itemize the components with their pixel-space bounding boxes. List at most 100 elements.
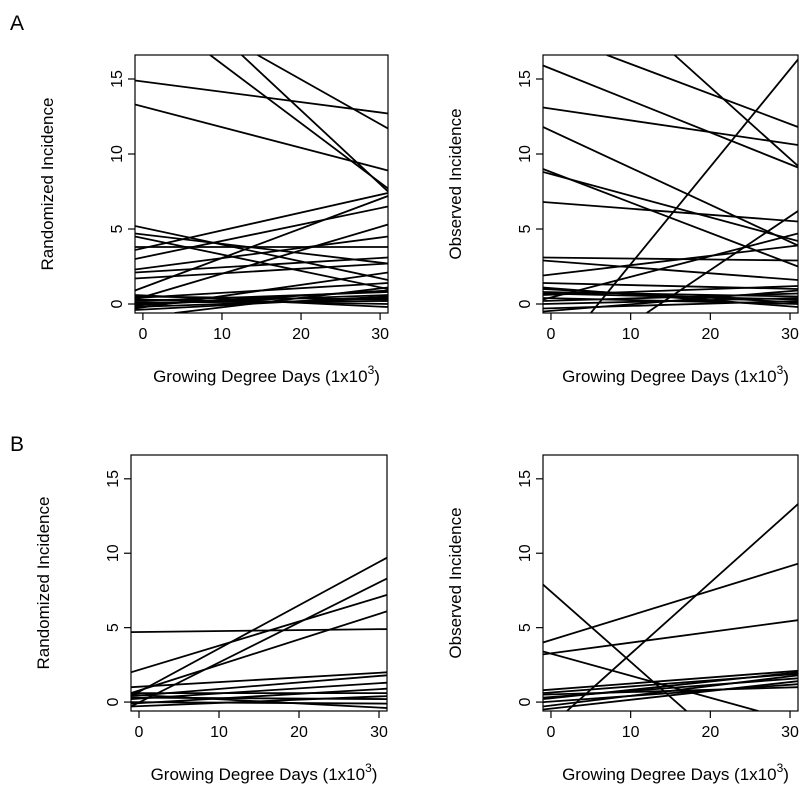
panel-letter-b: B: [10, 433, 24, 456]
chart-3-series-line-6: [543, 669, 798, 692]
chart-3-x-tick-label: 20: [701, 724, 719, 741]
chart-2-series-line-12: [131, 701, 387, 705]
chart-1-x-tick-label: 20: [701, 326, 719, 343]
chart-3-series-line-4: [566, 503, 798, 711]
chart-0-series-line-15: [135, 195, 388, 292]
chart-0-series-line-7: [135, 232, 388, 265]
chart-0-y-tick-label: 15: [109, 70, 126, 88]
chart-0-y-tick-label: 10: [109, 145, 126, 163]
chart-3-x-tick-label: 0: [547, 724, 556, 741]
chart-0-series-line-3: [241, 55, 388, 193]
chart-0-y-axis-label: Randomized Incidence: [38, 98, 57, 271]
chart-1-x-tick-label: 0: [547, 326, 556, 343]
chart-0-x-tick-label: 20: [292, 326, 310, 343]
chart-1-series-line-2: [543, 106, 798, 146]
chart-2-series-line-6: [131, 671, 387, 689]
chart-0-series-line-18: [135, 282, 388, 299]
chart-2-x-tick-label: 10: [210, 724, 228, 741]
chart-2-series-line-3: [131, 577, 387, 708]
panel-letter-a: A: [10, 12, 24, 35]
chart-3-plot-frame: [542, 454, 799, 712]
chart-3-series-line-3: [543, 583, 687, 711]
chart-1-y-tick-label: 0: [517, 299, 534, 308]
chart-2-y-tick-label: 10: [105, 544, 122, 562]
chart-2-x-tick-label: 20: [290, 724, 308, 741]
chart-3-x-tick-label: 10: [622, 724, 640, 741]
chart-1-series-line-12: [543, 244, 798, 277]
chart-a-observed: 0 5 10 15 0 10 20 30 Growing Degree Days (1x103)…: [446, 54, 799, 386]
chart-0-series-line-28: [174, 286, 388, 313]
chart-b-observed: 0 5 10 15 0 10 20 30 Growing Degree Days (1x103)…: [446, 454, 799, 784]
chart-2-series-line-1: [131, 628, 387, 633]
chart-1-series-line-7: [543, 171, 798, 242]
chart-1-series-line-10: [543, 256, 798, 262]
chart-0-x-tick-label: 10: [213, 326, 231, 343]
chart-0-series-line-2: [135, 103, 388, 172]
chart-0-plot-frame: [134, 54, 389, 314]
chart-0-series-line-1: [135, 79, 388, 115]
chart-0-x-tick-label: 30: [371, 326, 389, 343]
chart-2-series-line-14: [131, 693, 387, 709]
chart-1-x-tick-label: 30: [781, 326, 799, 343]
chart-2-x-axis-label: Growing Degree Days (1x103): [151, 761, 378, 784]
chart-2-series-group: [131, 556, 387, 709]
chart-3-series-group: [543, 503, 798, 711]
chart-2-series-line-2: [131, 556, 387, 697]
chart-0-series-line-16: [135, 223, 388, 301]
chart-0-x-axis-label: Growing Degree Days (1x103): [153, 363, 380, 386]
chart-0-y-tick-label: 5: [109, 224, 126, 233]
chart-1-series-line-24: [543, 289, 798, 313]
chart-1-series-line-11: [543, 259, 798, 281]
chart-1-series-line-22: [543, 232, 798, 301]
chart-1-series-line-1: [543, 64, 798, 169]
chart-0-series-line-5: [257, 55, 388, 130]
chart-3-series-line-12: [543, 671, 798, 700]
chart-b-randomized: 0 5 10 15 0 10 20 30 Growing Degree Days (1x103)…: [34, 454, 388, 784]
chart-3-y-tick-label: 5: [517, 623, 534, 632]
chart-2-series-line-4: [131, 594, 387, 674]
chart-1-x-axis-label: Growing Degree Days (1x103): [562, 363, 789, 386]
chart-2-y-axis-label: Randomized Incidence: [34, 497, 53, 670]
chart-0-series-group: [135, 55, 388, 313]
chart-2-x-tick-label: 0: [135, 724, 144, 741]
chart-1-series-line-5: [543, 126, 798, 247]
chart-1-series-line-4: [673, 55, 798, 167]
chart-1-series-line-16: [543, 285, 798, 296]
chart-3-series-line-2: [543, 619, 798, 656]
chart-0-series-line-14: [135, 262, 388, 280]
chart-3-x-axis-label: Growing Degree Days (1x103): [562, 761, 789, 784]
chart-1-series-line-9: [590, 58, 798, 313]
chart-a-randomized: 0 5 10 15 0 10 20 30 Growing Degree Days (1x103)…: [38, 54, 389, 386]
chart-1-series-line-8: [543, 201, 798, 223]
chart-3-series-line-13: [543, 680, 798, 711]
chart-3-y-axis-label: Observed Incidence: [446, 507, 465, 658]
chart-1-series-line-3: [606, 55, 798, 128]
chart-0-series-line-11: [135, 205, 388, 260]
chart-1-y-tick-label: 15: [517, 70, 534, 88]
chart-2-plot-frame: [130, 454, 388, 712]
chart-3-series-line-9: [543, 683, 798, 703]
chart-0-x-tick-label: 0: [138, 326, 147, 343]
chart-0-series-line-4: [209, 55, 388, 190]
chart-3-y-tick-label: 10: [517, 544, 534, 562]
chart-2-x-tick-label: 30: [370, 724, 388, 741]
chart-2-series-line-5: [131, 610, 387, 694]
chart-3-series-line-1: [543, 562, 798, 644]
chart-2-series-line-11: [131, 696, 387, 700]
chart-3-x-tick-label: 30: [781, 724, 799, 741]
chart-2-y-tick-label: 0: [105, 698, 122, 707]
chart-3-y-tick-label: 15: [517, 470, 534, 488]
chart-1-series-line-25: [543, 292, 798, 301]
chart-2-series-line-9: [131, 687, 387, 705]
chart-0-series-line-9: [135, 192, 388, 251]
chart-3-y-tick-label: 0: [517, 698, 534, 707]
chart-1-y-tick-label: 5: [517, 224, 534, 233]
chart-2-y-tick-label: 5: [105, 623, 122, 632]
chart-1-series-group: [543, 55, 798, 313]
chart-1-y-axis-label: Observed Incidence: [446, 108, 465, 259]
chart-1-plot-frame: [542, 54, 799, 314]
chart-0-series-line-12: [135, 235, 388, 271]
chart-1-x-tick-label: 10: [622, 326, 640, 343]
chart-0-y-tick-label: 0: [109, 299, 126, 308]
